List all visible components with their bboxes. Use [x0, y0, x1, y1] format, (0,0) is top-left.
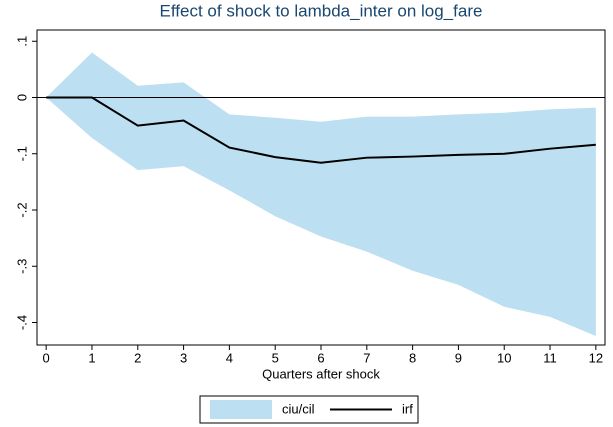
x-tick-label: 11	[543, 350, 557, 365]
x-tick-label: 4	[226, 350, 233, 365]
y-tick-label: -.1	[14, 146, 29, 161]
x-axis-label: Quarters after shock	[262, 366, 380, 381]
confidence-band	[46, 52, 596, 336]
x-tick-label: 6	[317, 350, 324, 365]
y-tick-label: 0	[14, 94, 29, 101]
y-tick-label: -.4	[14, 315, 29, 330]
y-tick-label: .1	[14, 36, 29, 47]
x-tick-label: 0	[43, 350, 50, 365]
x-tick-label: 12	[589, 350, 603, 365]
x-tick-label: 5	[272, 350, 279, 365]
legend-swatch	[210, 400, 272, 419]
x-tick-label: 8	[409, 350, 416, 365]
x-tick-label: 3	[180, 350, 187, 365]
x-tick-label: 1	[88, 350, 95, 365]
y-tick-label: -.3	[14, 259, 29, 274]
x-tick-label: 9	[455, 350, 462, 365]
x-tick-label: 7	[363, 350, 370, 365]
legend-label: irf	[402, 401, 413, 416]
y-tick-label: -.2	[14, 202, 29, 217]
legend-label: ciu/cil	[282, 401, 315, 416]
x-tick-label: 2	[134, 350, 141, 365]
irf-line	[46, 96, 596, 164]
chart-title: Effect of shock to lambda_inter on log_f…	[160, 1, 483, 20]
x-tick-label: 10	[497, 350, 511, 365]
